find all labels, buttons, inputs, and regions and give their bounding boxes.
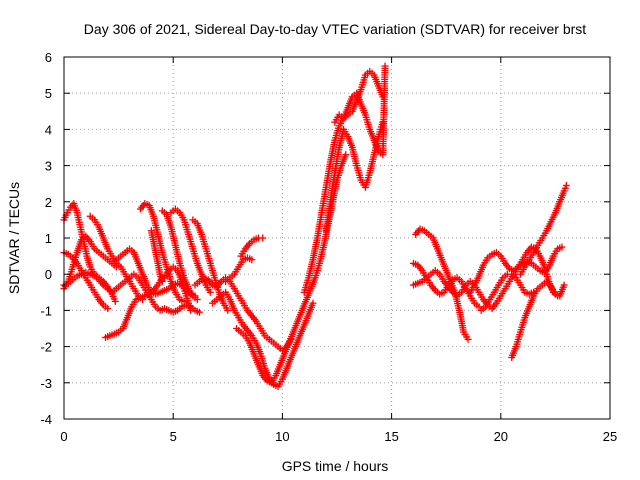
y-tick-label: 6 — [45, 50, 52, 65]
data-point — [560, 281, 568, 289]
data-point — [206, 288, 214, 296]
data-point — [464, 335, 472, 343]
x-tick-label: 25 — [603, 429, 617, 444]
data-point — [562, 182, 570, 190]
y-axis-label: SDTVAR / TECUs — [6, 182, 22, 294]
y-tick-label: -2 — [40, 340, 52, 355]
y-tick-label: 4 — [45, 122, 52, 137]
data-point — [475, 303, 483, 311]
data-point — [248, 256, 256, 264]
axis-ticks — [63, 56, 611, 420]
x-tick-labels: 0 5 10 15 20 25 — [60, 429, 617, 444]
x-tick-label: 15 — [384, 429, 398, 444]
data-point — [342, 151, 350, 159]
y-tick-label: -3 — [40, 376, 52, 391]
chart-title: Day 306 of 2021, Sidereal Day-to-day VTE… — [84, 21, 586, 37]
data-point — [259, 234, 267, 242]
data-point — [224, 306, 232, 314]
y-tick-label: 3 — [45, 159, 52, 174]
data-point — [158, 277, 166, 285]
x-axis-label: GPS time / hours — [282, 458, 389, 474]
data-point — [309, 299, 317, 307]
y-tick-label: 0 — [45, 267, 52, 282]
data-point — [558, 243, 566, 251]
data-point — [187, 306, 195, 314]
y-tick-label: 1 — [45, 231, 52, 246]
data-point — [193, 296, 201, 304]
y-tick-label: -4 — [40, 412, 52, 427]
y-tick-label: 5 — [45, 86, 52, 101]
x-tick-label: 5 — [170, 429, 177, 444]
x-tick-label: 20 — [494, 429, 508, 444]
x-tick-label: 10 — [275, 429, 289, 444]
data-point — [111, 297, 119, 305]
x-tick-label: 0 — [60, 429, 67, 444]
y-tick-label: 2 — [45, 195, 52, 210]
data-point — [104, 305, 112, 313]
y-tick-labels: -4 -3 -2 -1 0 1 2 3 4 5 6 — [40, 50, 52, 427]
data-point — [381, 62, 389, 70]
y-tick-label: -1 — [40, 303, 52, 318]
data-point — [195, 308, 203, 316]
